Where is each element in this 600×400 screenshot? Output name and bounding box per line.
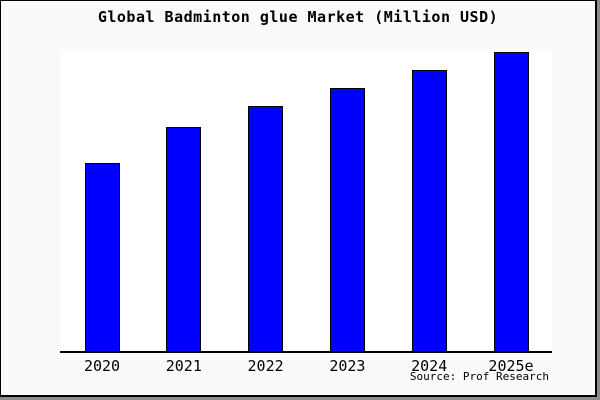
bar-2024 <box>411 70 447 351</box>
bar-2022 <box>248 106 284 351</box>
bar-2021 <box>166 127 202 351</box>
x-tick-label-2025e: 2025e <box>488 357 534 375</box>
x-tick-label-2022: 2022 <box>247 357 284 375</box>
bar-2020 <box>84 163 120 351</box>
x-tick-label-2023: 2023 <box>329 357 366 375</box>
x-tick-label-2020: 2020 <box>83 357 121 375</box>
source-note: Source: Prof Research <box>409 370 549 383</box>
bar-2025e <box>493 52 529 351</box>
chart-title: Global Badminton glue Market (Million US… <box>97 8 499 26</box>
x-tick-label-2024: 2024 <box>411 357 448 375</box>
x-tick-label-2021: 2021 <box>165 357 202 375</box>
plot-area <box>60 49 552 353</box>
bar-2023 <box>329 88 365 351</box>
